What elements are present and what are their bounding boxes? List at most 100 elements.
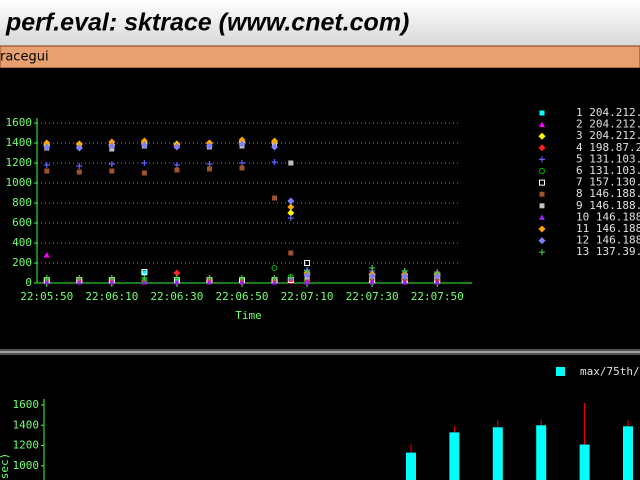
point: [287, 209, 295, 217]
point: [369, 265, 376, 271]
legend-label: 7 157.130.: [576, 176, 640, 189]
point: [288, 250, 294, 256]
legend-label: 2 204.212.: [576, 118, 640, 131]
y-tick-label: 1600: [13, 398, 40, 411]
point: [434, 270, 441, 276]
legend-label: 8 146.188.: [576, 187, 640, 200]
point: [108, 161, 115, 167]
legend-marker: [556, 367, 565, 376]
point: [141, 269, 148, 275]
point: [238, 140, 246, 148]
bar: [449, 432, 460, 480]
point: [76, 275, 83, 281]
legend-marker: [538, 132, 546, 140]
y-tick-label: 1200: [13, 439, 40, 452]
point: [43, 279, 50, 285]
legend-label: 11 146.188.: [576, 222, 640, 235]
legend-marker: [539, 179, 545, 186]
divider: [0, 351, 640, 353]
point: [174, 167, 180, 173]
legend-label: 10 146.188.: [576, 210, 640, 223]
y-tick-label: 1000: [13, 459, 40, 472]
y-tick-label: 1400: [13, 418, 40, 431]
legend-marker: [538, 225, 546, 233]
legend-marker: [539, 203, 545, 209]
legend-label: 13 137.39.1: [576, 245, 640, 258]
point: [109, 168, 115, 174]
legend-marker: [538, 237, 546, 245]
point: [206, 275, 213, 281]
x-tick-label: 22:06:10: [85, 290, 138, 303]
point: [368, 272, 376, 280]
point: [304, 260, 311, 266]
point: [43, 162, 50, 168]
point: [141, 279, 148, 285]
point: [303, 271, 311, 279]
legend-label: max/75th/2: [580, 365, 640, 378]
y-tick-label: 200: [12, 256, 32, 269]
y-tick-label: 800: [12, 196, 32, 209]
point: [44, 168, 50, 174]
legend-label: 12 146.188.: [576, 234, 640, 247]
legend-marker: [538, 144, 546, 152]
y-tick-label: 0: [25, 276, 32, 289]
point: [401, 279, 408, 285]
title-bar: [0, 0, 640, 46]
point: [288, 160, 294, 166]
panel: [0, 68, 640, 480]
point: [173, 162, 180, 168]
bar: [536, 425, 547, 480]
point: [108, 142, 116, 150]
point: [401, 272, 409, 280]
point: [271, 159, 278, 165]
point: [369, 279, 376, 285]
point: [75, 140, 83, 148]
point: [238, 275, 245, 281]
point: [401, 268, 408, 274]
point: [287, 215, 294, 221]
point: [173, 143, 181, 151]
legend-marker: [539, 156, 545, 163]
legend-label: 6 131.103.: [576, 164, 640, 177]
point: [238, 160, 245, 166]
y-tick-label: 1400: [6, 136, 33, 149]
y-tick-label: 1200: [6, 156, 33, 169]
y-tick-label: 1000: [6, 176, 33, 189]
legend-label: 4 198.87.2: [576, 141, 640, 154]
legend-marker: [539, 121, 545, 128]
point: [43, 143, 51, 151]
toolbar-label[interactable]: racegui: [0, 50, 49, 65]
point: [108, 138, 116, 146]
legend-label: 9 146.188.: [576, 199, 640, 212]
point: [141, 170, 147, 176]
legend-label: 1 204.212.: [576, 106, 640, 119]
point: [205, 142, 213, 150]
point: [140, 137, 148, 145]
point: [43, 139, 51, 147]
y-tick-label: 1600: [6, 116, 33, 129]
x-tick-label: 22:06:50: [216, 290, 269, 303]
point: [173, 269, 181, 277]
x-tick-label: 22:07:50: [411, 290, 464, 303]
point: [271, 265, 278, 271]
y-tick-label: 600: [12, 216, 32, 229]
legend-label: 5 131.103.: [576, 152, 640, 165]
point: [238, 136, 246, 144]
point: [304, 268, 311, 274]
point: [206, 161, 213, 167]
point: [287, 203, 295, 211]
x-axis-label: Time: [235, 309, 262, 322]
x-tick-label: 22:07:10: [281, 290, 334, 303]
bar: [406, 452, 416, 480]
point: [173, 279, 180, 285]
window-title: perf.eval: sktrace (www.cnet.com): [5, 9, 409, 37]
point: [108, 275, 115, 281]
toolbar[interactable]: [0, 45, 640, 69]
legend-marker: [539, 168, 545, 174]
legend-marker: [539, 191, 545, 197]
point: [287, 197, 295, 205]
point: [206, 166, 212, 172]
legend-marker: [539, 249, 545, 256]
point: [271, 279, 278, 285]
